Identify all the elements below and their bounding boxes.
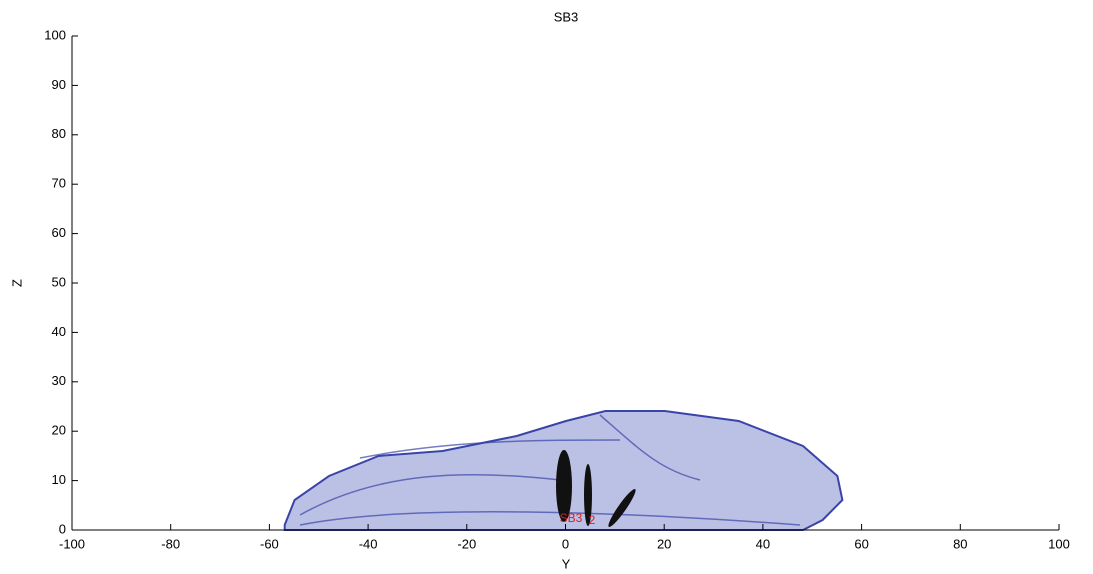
track (608, 489, 636, 527)
x-tick-label: 60 (854, 536, 868, 551)
track (584, 464, 592, 526)
x-tick-label: 0 (562, 536, 569, 551)
y-tick-label: 30 (52, 373, 66, 388)
plot-shapes (283, 410, 844, 531)
y-tick-label: 10 (52, 472, 66, 487)
x-tick-label: 40 (756, 536, 770, 551)
y-tick-label: 0 (59, 521, 66, 536)
y-axis-label: Z (9, 279, 24, 287)
track (556, 450, 572, 522)
y-tick-label: 80 (52, 126, 66, 141)
x-tick-label: -60 (260, 536, 279, 551)
y-tick-label: 70 (52, 176, 66, 191)
mesh-detail (299, 414, 801, 526)
x-tick-label: -100 (59, 536, 85, 551)
x-tick-label: 20 (657, 536, 671, 551)
y-tick-label: 100 (44, 27, 66, 42)
chart-title: SB3 (554, 9, 579, 24)
y-tick-label: 90 (52, 77, 66, 92)
y-tick-label: 20 (52, 423, 66, 438)
y-tick-label: 40 (52, 324, 66, 339)
x-axis-label: Y (562, 556, 571, 571)
x-tick-label: 80 (953, 536, 967, 551)
x-tick-label: -40 (359, 536, 378, 551)
y-tick-label: 50 (52, 274, 66, 289)
y-tick-label: 60 (52, 225, 66, 240)
annotation: SB3 (560, 511, 583, 525)
x-tick-label: -20 (457, 536, 476, 551)
annotation: 2 (589, 513, 596, 527)
x-tick-label: 100 (1048, 536, 1070, 551)
x-tick-label: -80 (161, 536, 180, 551)
